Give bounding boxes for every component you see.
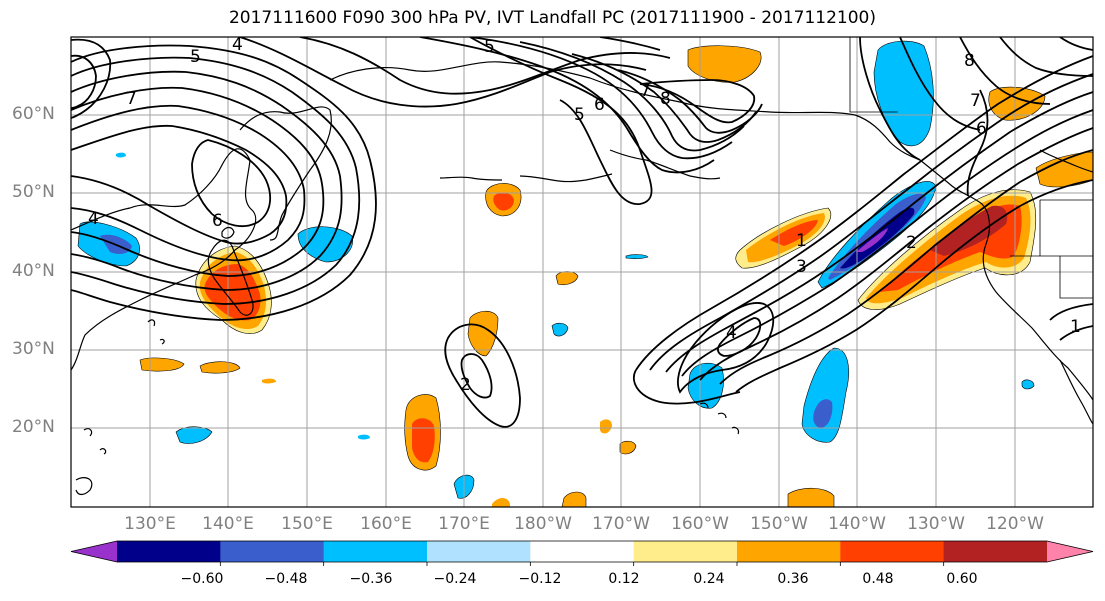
- graticule: [71, 37, 1093, 507]
- colorbar-label: 0.12: [608, 571, 640, 587]
- colorbar-segment: [323, 541, 428, 562]
- colorbar-label: 0.36: [777, 571, 809, 587]
- colorbar-segment: [427, 541, 531, 562]
- warm-shade-alaska: [687, 45, 762, 83]
- coastlines: [71, 61, 1093, 496]
- lat-label-60n: 60°N: [12, 104, 55, 124]
- pv-label: 6: [976, 119, 987, 139]
- pv-label: 8: [660, 89, 671, 109]
- colorbar-extend-low: [71, 541, 117, 562]
- lon-label-170w: 170°W: [592, 514, 650, 534]
- colorbar: [70, 540, 1094, 566]
- colorbar-extend-high: [1047, 541, 1093, 562]
- colorbar-label: −0.12: [518, 571, 562, 587]
- pv-label: 5: [484, 37, 495, 57]
- colorbar-segment: [737, 541, 841, 562]
- colorbar-label: 0.24: [693, 571, 725, 587]
- coast-alaska: [329, 61, 921, 161]
- colorbar-label: 0.48: [862, 571, 894, 587]
- pv-label: 1: [1070, 317, 1081, 337]
- map-title: 2017111600 F090 300 hPa PV, IVT Landfall…: [228, 8, 876, 28]
- lat-label-30n: 30°N: [12, 339, 55, 359]
- colorbar-label: −0.24: [433, 571, 477, 587]
- map-frame: [70, 36, 1094, 508]
- coast-hawaii: [699, 402, 740, 435]
- lon-label-170e: 170°E: [438, 514, 490, 534]
- coast-asia: [71, 148, 257, 371]
- lat-label-40n: 40°N: [12, 261, 55, 281]
- lon-label-150e: 150°E: [281, 514, 333, 534]
- coast-north-america: [919, 159, 1093, 401]
- pv-label: 4: [232, 35, 243, 55]
- colorbar-label: 0.60: [946, 571, 978, 587]
- coast-aleutians: [609, 149, 721, 180]
- colorbar-label: −0.48: [264, 571, 308, 587]
- pv-label: 7: [640, 81, 651, 101]
- colorbar-outline: [70, 540, 1094, 563]
- pv-label: 5: [190, 47, 201, 67]
- pv-label: 6: [594, 95, 605, 115]
- colorbar-segment: [117, 541, 221, 562]
- pv-label: 2: [906, 233, 917, 253]
- lon-label-150w: 150°W: [750, 514, 808, 534]
- lon-label-160e: 160°E: [360, 514, 412, 534]
- lon-label-180w: 180°W: [514, 514, 572, 534]
- colorbar-segment: [530, 541, 635, 562]
- pv-contours: [71, 37, 1093, 428]
- pv-label: 1: [796, 231, 807, 251]
- lon-label-130w: 130°W: [907, 514, 965, 534]
- colorbar-segment: [633, 541, 738, 562]
- pv-label: 8: [964, 51, 975, 71]
- pv-label: 5: [574, 105, 585, 125]
- pv-label: 4: [726, 323, 737, 343]
- coast-kamchatka: [239, 106, 332, 241]
- pv-label: 3: [796, 257, 807, 277]
- colorbar-segment: [840, 541, 945, 562]
- coast-baja: [1059, 359, 1093, 425]
- lon-label-120w: 120°W: [986, 514, 1044, 534]
- colorbar-label: −0.36: [349, 571, 393, 587]
- lon-label-140e: 140°E: [202, 514, 254, 534]
- pv-label: 7: [970, 91, 981, 111]
- pv-contour-labels: 5 4 5 6 7 4 5 6 7 8 8 7 6 1 2 3 4 1 2: [88, 35, 1081, 395]
- colorbar-label: −0.60: [180, 571, 224, 587]
- colorbar-segment: [220, 541, 325, 562]
- lon-label-130e: 130°E: [124, 514, 176, 534]
- pv-label: 6: [212, 211, 223, 231]
- lon-label-140w: 140°W: [828, 514, 886, 534]
- pv-label: 2: [460, 375, 471, 395]
- lat-label-50n: 50°N: [12, 182, 55, 202]
- colorbar-segment: [943, 541, 1048, 562]
- lat-label-20n: 20°N: [12, 417, 55, 437]
- lon-label-160w: 160°W: [671, 514, 729, 534]
- pv-label: 4: [88, 209, 99, 229]
- pv-label: 7: [126, 89, 137, 109]
